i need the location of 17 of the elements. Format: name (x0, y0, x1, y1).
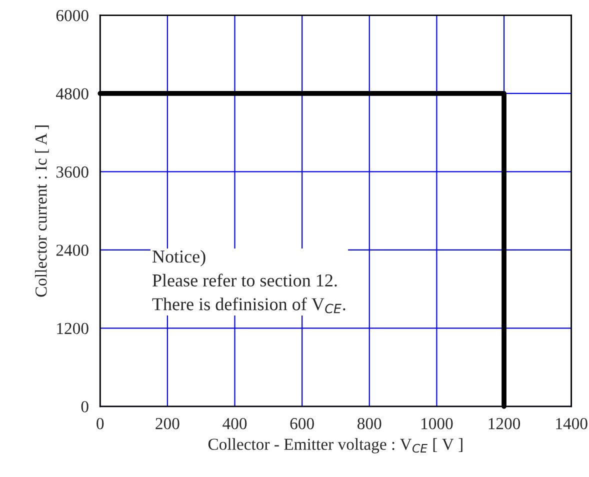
x-tick-label: 400 (222, 418, 247, 430)
x-axis-title: Collector - Emitter voltage : V$_{CE}$ [ V ] (208, 438, 462, 454)
y-tick-label: 3600 (56, 166, 88, 178)
annotation: Notice) Please refer to section 12. There is definision of V$_{CE}$. (152, 250, 346, 314)
y-tick-label: 4800 (56, 88, 88, 100)
y-tick-label: 2400 (56, 244, 88, 256)
y-axis-title: Collector current : Ic [ A ] (35, 126, 49, 297)
x-tick-label: 1400 (556, 418, 588, 430)
x-tick-label: 1200 (488, 418, 520, 430)
x-tick-label: 1000 (422, 418, 453, 430)
y-tick-label: 6000 (56, 10, 88, 22)
y-tick-label: 0 (81, 401, 88, 412)
x-tick-label: 600 (290, 418, 314, 430)
x-tick-label: 200 (156, 418, 180, 430)
y-tick-label: 1200 (57, 322, 88, 334)
x-tick-label: 0 (96, 418, 104, 430)
x-tick-label: 800 (358, 418, 382, 430)
